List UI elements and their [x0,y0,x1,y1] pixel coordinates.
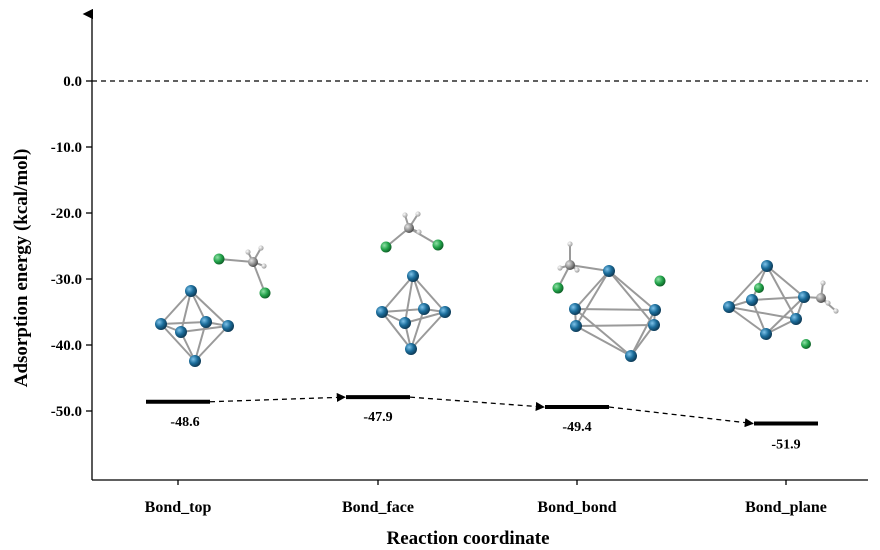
y-tick-label: -40.0 [51,338,82,354]
y-axis-title: Adsorption energy (kcal/mol) [11,149,32,388]
y-tick-label: -20.0 [51,206,82,222]
energy-levels: -48.6 -47.9 -49.4 -51.9 [146,395,818,453]
energy-value-label: -48.6 [170,415,199,430]
y-ticks: 0.0 -10.0 -20.0 -30.0 -40.0 -50.0 [51,74,92,420]
connector-arrows [209,392,754,428]
x-tick-label: Bond_bond [537,499,616,516]
connector-arrow [608,406,754,428]
x-tick-label: Bond_plane [745,499,827,516]
y-tick-label: -10.0 [51,140,82,156]
y-tick-label: -30.0 [51,272,82,288]
x-axis-title: Reaction coordinate [386,528,549,549]
structure-bond-bond [552,241,666,362]
connector-arrow [209,392,346,403]
energy-value-label: -47.9 [363,410,392,425]
energy-value-label: -51.9 [771,438,800,453]
y-tick-label: -50.0 [51,404,82,420]
x-tick-labels: Bond_top Bond_face Bond_bond Bond_plane [145,480,827,516]
structure-bond-top [155,245,271,367]
structure-bond-face [376,211,451,355]
structure-bond-plane [723,260,839,349]
x-tick-label: Bond_top [145,499,212,516]
energy-value-label: -49.4 [562,420,591,435]
connector-arrow [409,396,545,411]
y-tick-label: 0.0 [63,74,82,90]
x-tick-label: Bond_face [342,499,414,516]
